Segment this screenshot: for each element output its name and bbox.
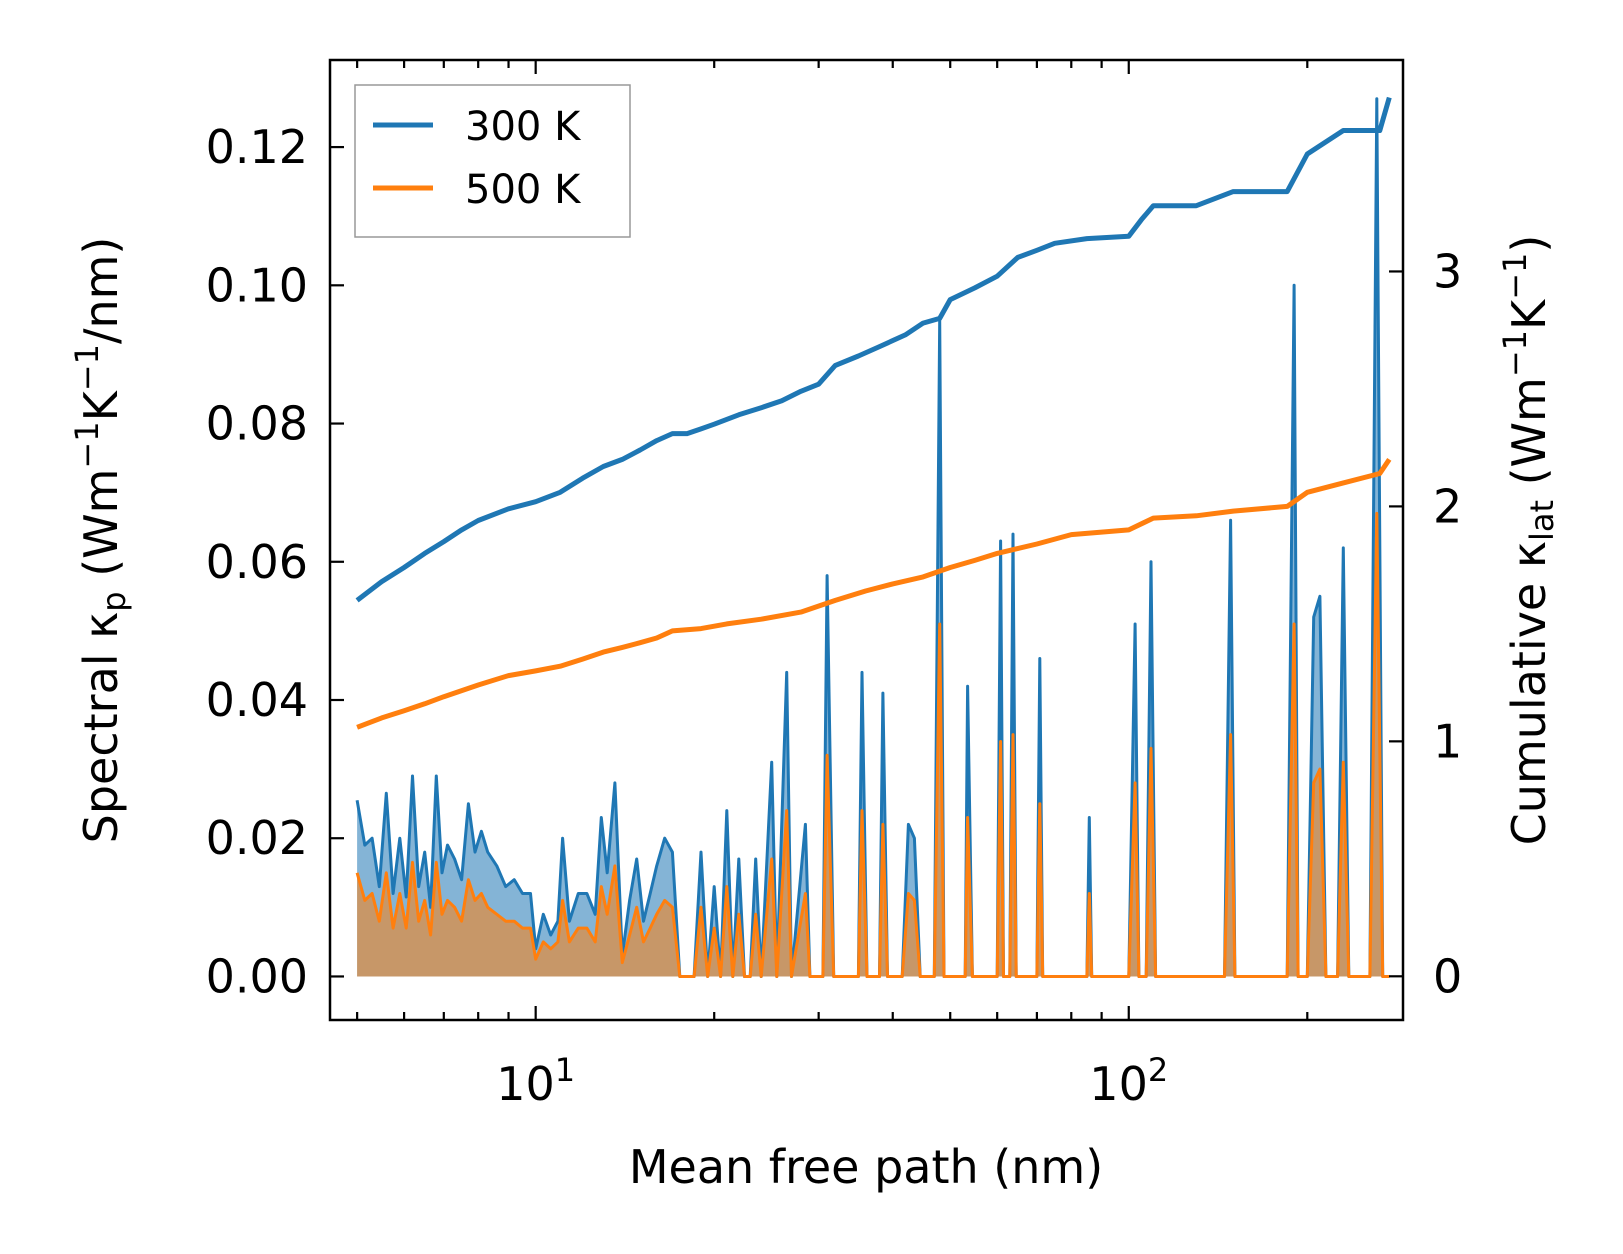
y-left-tick-label: 0.10	[206, 258, 308, 312]
y-right-tick-label: 0	[1433, 949, 1462, 1003]
x-tick-label: 101	[496, 1051, 575, 1111]
x-tick-label-exponent: 1	[555, 1051, 575, 1089]
plot-area	[355, 96, 1392, 978]
x-tick-label: 102	[1089, 1051, 1168, 1111]
legend: 300 K 500 K	[354, 84, 631, 238]
spectral-area-300k	[357, 98, 1390, 977]
y-right-tick-label: 3	[1433, 244, 1462, 298]
y-left-tick-label: 0.08	[206, 397, 308, 451]
y-left-tick-label: 0.12	[206, 120, 308, 174]
y-axis-right-label: Cumulative κlat (Wm−1K−1)	[1496, 235, 1561, 846]
y-left-tick-label: 0.00	[206, 949, 308, 1003]
legend-label-300k: 300 K	[465, 104, 582, 150]
y-left-tick-label: 0.04	[206, 673, 308, 727]
x-tick-label-base: 10	[1089, 1057, 1148, 1111]
cumulative-line-500k	[356, 458, 1392, 730]
legend-label-500k: 500 K	[465, 167, 582, 213]
legend-box	[354, 84, 631, 238]
x-axis-label: Mean free path (nm)	[629, 1140, 1103, 1194]
axes-frame	[328, 58, 1405, 1022]
x-tick-label-base: 10	[496, 1057, 555, 1111]
spectral-line-500k	[355, 511, 1390, 978]
y-axis-left-label: Spectral κp (Wm−1K−1/nm)	[68, 237, 133, 844]
y-right-tick-label: 2	[1433, 479, 1462, 533]
x-tick-label-exponent: 2	[1148, 1051, 1168, 1089]
tick-marks	[330, 60, 1403, 1020]
spectral-area-500k	[357, 513, 1390, 977]
cumulative-line-300k	[355, 96, 1392, 603]
y-left-tick-label: 0.02	[206, 811, 308, 865]
y-left-tick-label: 0.06	[206, 535, 308, 589]
y-right-tick-label: 1	[1433, 714, 1462, 768]
